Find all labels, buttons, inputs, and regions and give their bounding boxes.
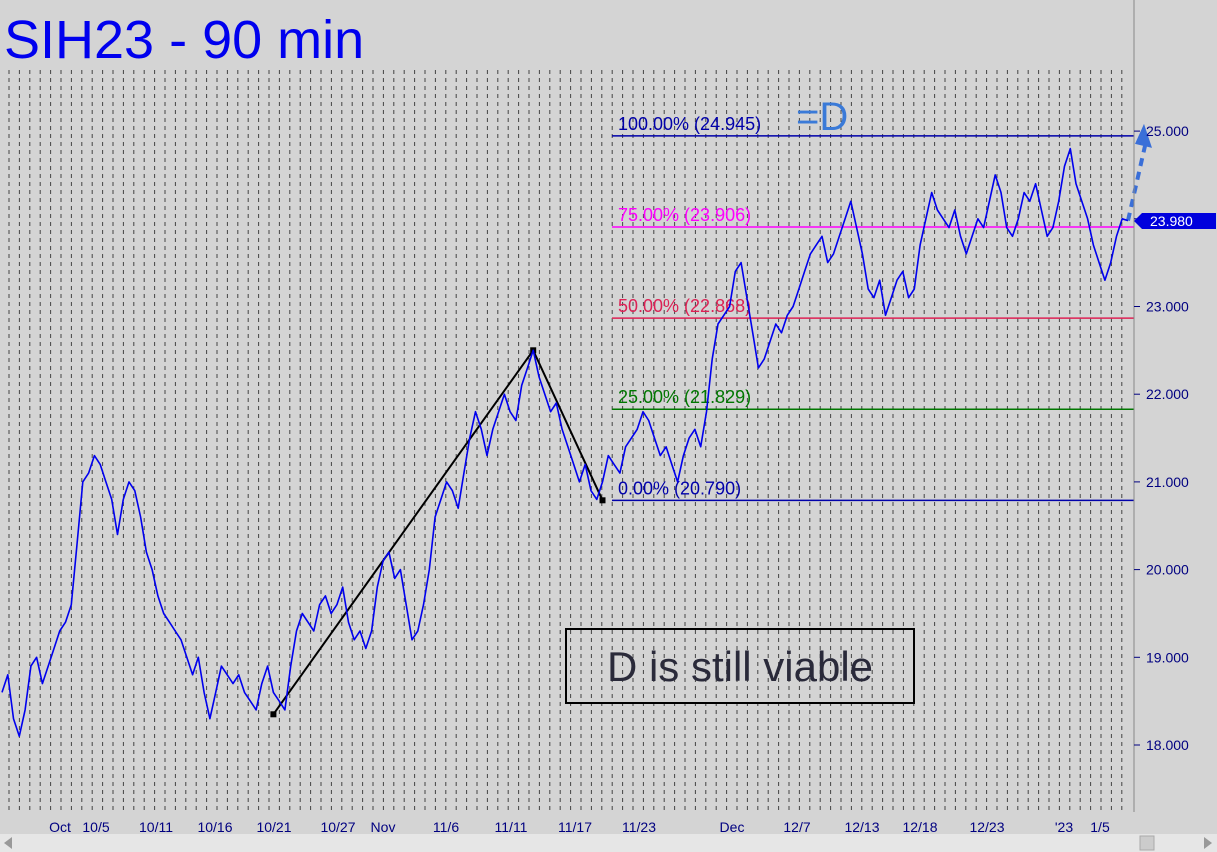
target-arrow [1126, 145, 1147, 222]
scrollbar-thumb[interactable] [1139, 835, 1155, 851]
x-tick-label: 10/21 [256, 819, 291, 835]
x-axis-ticks: Oct 10/5 10/11 10/16 10/21 10/27 Nov 11/6 11/11 1… [49, 819, 1110, 835]
fib-level-label: 0.00% (20.790) [618, 478, 741, 498]
target-arrowhead-icon [1135, 123, 1152, 148]
x-tick-label: 11/23 [622, 819, 656, 835]
x-tick-label: 1/5 [1090, 819, 1110, 835]
y-axis-ticks: 18.00019.00020.00021.00022.00023.00024.0… [1134, 123, 1189, 753]
last-price-tag-bg [1134, 213, 1216, 229]
scroll-left-icon[interactable] [4, 837, 12, 849]
last-price-tag: 23.980 [1134, 213, 1216, 229]
price-line [1, 147, 1129, 737]
abc-point-marker [599, 497, 606, 504]
vertical-grid [8, 70, 1123, 812]
fib-level-label: 50.00% (22.868) [618, 296, 751, 316]
x-tick-label: 10/27 [320, 819, 355, 835]
fib-level-label: 75.00% (23.906) [618, 205, 751, 225]
y-tick-label: 19.000 [1146, 649, 1189, 665]
x-tick-label: 11/6 [433, 819, 459, 835]
x-tick-label: 10/16 [197, 819, 232, 835]
x-tick-label: 12/13 [844, 819, 879, 835]
fib-level-label: 100.00% (24.945) [618, 114, 761, 134]
y-tick-label: 22.000 [1146, 386, 1189, 402]
y-tick-label: 18.000 [1146, 737, 1189, 753]
x-tick-label: 11/17 [558, 819, 592, 835]
x-tick-label: 12/23 [969, 819, 1004, 835]
last-price-value: 23.980 [1150, 213, 1193, 229]
x-tick-label: 12/18 [902, 819, 937, 835]
x-tick-label: Nov [371, 819, 396, 835]
horizontal-scrollbar[interactable] [0, 834, 1217, 852]
x-tick-label: Oct [49, 819, 71, 835]
x-tick-label: 10/5 [82, 819, 109, 835]
chart-title: SIH23 - 90 min [4, 10, 364, 70]
target-d-label: =D [796, 95, 848, 139]
fib-level-label: 25.00% (21.829) [618, 387, 751, 407]
scroll-right-icon[interactable] [1204, 837, 1212, 849]
callout-box [565, 628, 915, 704]
fibonacci-levels: 100.00% (24.945) 75.00% (23.906) 50.00% (2… [612, 114, 1134, 502]
y-tick-label: 21.000 [1146, 474, 1189, 490]
y-tick-label: 25.000 [1146, 123, 1189, 139]
x-tick-label: '23 [1055, 819, 1073, 835]
y-tick-label: 20.000 [1146, 562, 1189, 578]
callout-text: D is still viable [607, 643, 873, 690]
y-tick-label: 23.000 [1146, 299, 1189, 315]
price-series [1, 147, 1129, 737]
x-tick-label: 11/11 [495, 819, 528, 835]
x-tick-label: Dec [720, 819, 745, 835]
x-tick-label: 10/11 [139, 819, 173, 835]
x-tick-label: 12/7 [783, 819, 810, 835]
abc-point-marker [270, 711, 277, 718]
